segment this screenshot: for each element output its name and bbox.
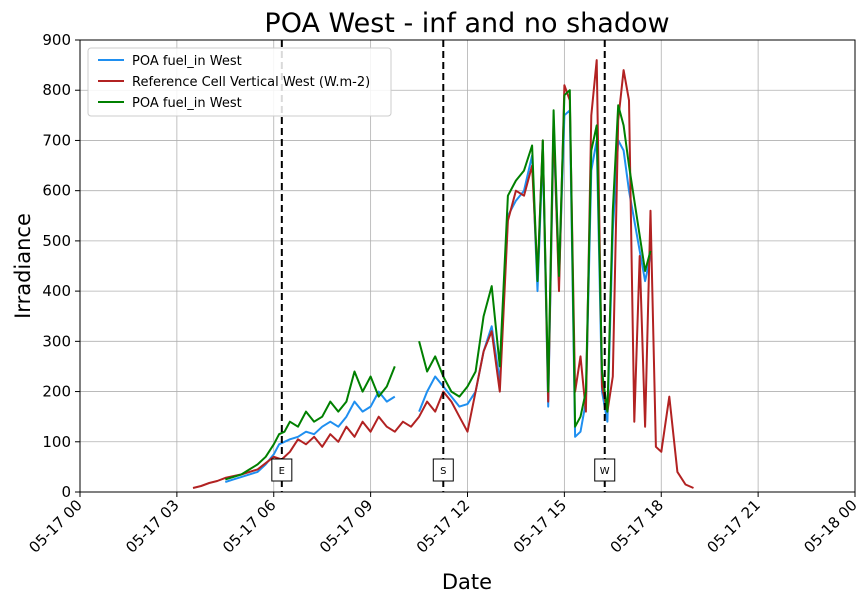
series-2-line [192,59,694,489]
marker-label-S: S [440,466,446,477]
legend: POA fuel_in West Reference Cell Vertical … [87,47,392,117]
series-1-line [224,390,396,483]
legend-label: POA fuel_in West [132,96,242,111]
y-tick-label: 100 [42,433,71,451]
series-group [192,59,694,489]
marker-box-W [594,458,616,482]
marker-box-E [271,458,293,482]
chart-title: POA West - inf and no shadow [264,8,669,39]
legend-label: Reference Cell Vertical West (W.m-2) [132,75,370,90]
y-tick-label: 400 [42,282,71,300]
y-tick-label: 900 [42,31,71,49]
marker-box-S [432,458,454,482]
y-tick-label: 800 [42,81,71,99]
series-3-line [418,89,652,428]
marker-label-E: E [279,466,285,477]
series-3-line [225,366,396,481]
y-axis-label: Irradiance [11,213,35,319]
y-tick-label: 200 [42,383,71,401]
legend-label: POA fuel_in West [132,54,242,69]
y-tick-label: 700 [42,131,71,149]
legend-box [87,47,392,117]
y-tick-label: 300 [42,332,71,350]
y-tick-label: 0 [61,483,71,501]
y-tick-label: 500 [42,232,71,250]
marker-label-W: W [600,466,610,477]
x-axis-label: Date [442,570,492,594]
y-tick-label: 600 [42,182,71,200]
